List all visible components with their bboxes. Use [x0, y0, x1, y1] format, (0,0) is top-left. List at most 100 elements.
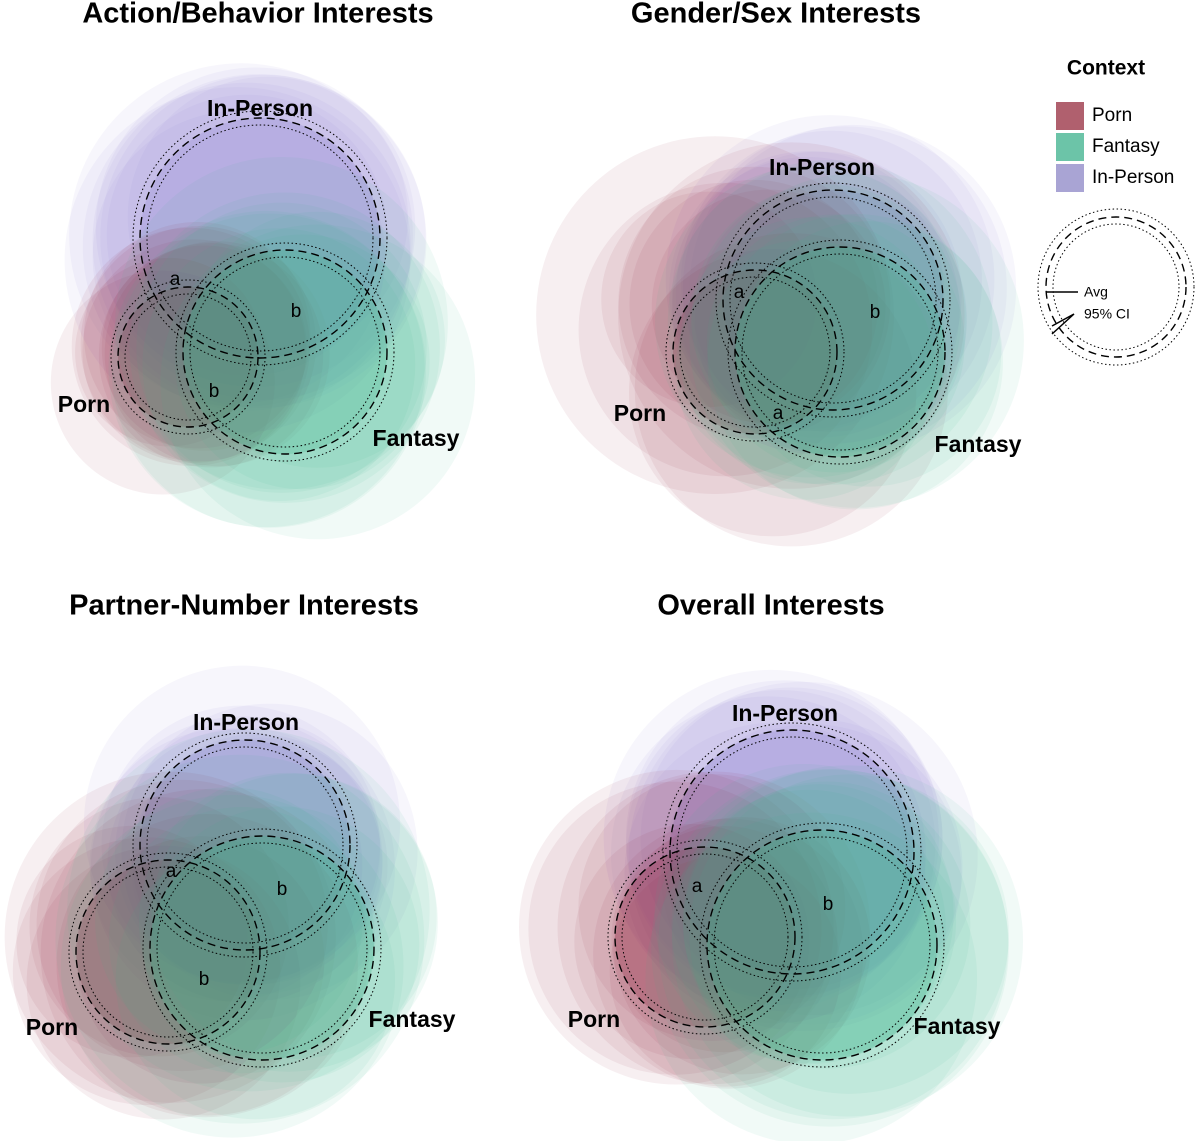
panel-title: Gender/Sex Interests	[631, 0, 921, 30]
cloud-circle	[528, 781, 822, 1075]
cloud-circle	[654, 764, 954, 1064]
cloud-circle	[76, 836, 325, 1084]
core-circle	[707, 830, 937, 1060]
avg-circle	[75, 859, 261, 1045]
ci-circle	[82, 866, 254, 1038]
cloud-circle	[682, 784, 957, 1058]
cloud-circle	[92, 110, 386, 404]
cloud-circle	[672, 156, 945, 429]
context-label: Fantasy	[373, 425, 460, 451]
context-label: Porn	[568, 1006, 620, 1032]
cloud-circle	[16, 825, 248, 1058]
core-circle	[735, 247, 945, 457]
cloud-circle	[601, 191, 817, 408]
group-letter: a	[166, 861, 177, 882]
ci-circle	[175, 242, 395, 462]
avg-circle	[182, 249, 388, 455]
cloud-circle	[682, 126, 1007, 451]
cloud-circle	[98, 243, 324, 468]
cloud-circle	[36, 779, 328, 1072]
legend-ci-circle	[1037, 208, 1195, 366]
group-letter: b	[870, 302, 881, 323]
legend-avg-circle	[1045, 216, 1187, 358]
group-letter: b	[199, 969, 210, 990]
cloud-circle	[694, 182, 967, 455]
cloud-circle	[557, 771, 871, 1084]
legend: Context Porn Fantasy In-Person Avg 95% CI	[1037, 57, 1195, 366]
cloud-circle	[188, 211, 445, 468]
cloud-circle	[82, 239, 306, 463]
cloud-circle	[136, 202, 427, 493]
ci-circle	[715, 182, 951, 418]
cloud-circle	[129, 192, 440, 503]
cloud-circle	[131, 737, 388, 994]
cloud-circle	[618, 166, 891, 439]
legend-ci-label: 95% CI	[1084, 306, 1130, 322]
ci-circle	[156, 842, 368, 1054]
panel-title: Action/Behavior Interests	[82, 0, 433, 30]
cloud-circle	[578, 774, 846, 1041]
cloud-circle	[666, 718, 963, 1016]
cloud-circle	[106, 94, 388, 376]
cloud-circle	[83, 221, 311, 449]
cloud-circle	[40, 789, 369, 1118]
cloud-circle	[143, 806, 420, 1083]
avg-circle	[734, 246, 946, 458]
cloud-circle	[55, 754, 425, 1124]
ci-circle	[132, 732, 358, 958]
cloud-circle	[4, 771, 336, 1103]
cloud-circle	[689, 173, 1024, 508]
context-label: Porn	[614, 400, 666, 426]
ci-circle	[621, 853, 789, 1021]
cloud-circle	[618, 142, 965, 489]
cloud-circle	[138, 772, 438, 1072]
cloud-circle	[655, 166, 967, 478]
ci-circle	[662, 722, 922, 982]
legend-avg-label: Avg	[1084, 284, 1108, 300]
avg-circle	[139, 739, 351, 951]
ci-circle	[676, 736, 908, 968]
core-circle	[140, 740, 350, 950]
ci-circle	[142, 828, 382, 1068]
cloud-circle	[675, 240, 936, 500]
cloud-circle	[624, 722, 926, 1024]
cloud-circle	[634, 233, 948, 547]
cloud-circle	[609, 855, 841, 1087]
legend-pointer	[1051, 313, 1075, 335]
legend-label: Porn	[1092, 105, 1132, 126]
ci-circle	[679, 276, 831, 428]
cloud-circle	[69, 63, 413, 408]
avg-circle	[117, 286, 259, 428]
cloud-circle	[536, 136, 894, 494]
cloud-circle	[115, 720, 381, 986]
cloud-circle	[665, 115, 995, 444]
cloud-circle	[675, 151, 962, 438]
panel-title: Partner-Number Interests	[69, 590, 419, 622]
ci-circle	[189, 256, 381, 448]
ci-circle	[146, 746, 344, 944]
ci-circle	[699, 822, 945, 1068]
core-circle	[670, 730, 914, 974]
cloud-circle	[71, 227, 310, 466]
cloud-circle	[683, 781, 971, 1069]
panel: Overall Interests In-Person Porn Fantasy a b	[519, 590, 1024, 1145]
cloud-circle	[603, 669, 939, 1006]
cloud-circle	[689, 124, 1017, 452]
avg-circle	[672, 269, 838, 435]
avg-circle	[722, 189, 944, 411]
group-letter: b	[823, 894, 834, 915]
cloud-circle	[689, 774, 1009, 1094]
context-label: In-Person	[732, 700, 838, 726]
cloud-circle	[132, 733, 383, 985]
cloud-circle	[121, 703, 418, 1000]
cloud-circle	[679, 217, 946, 484]
cloud-circle	[661, 724, 962, 1025]
cloud-circle	[735, 221, 1002, 487]
cloud-circle	[64, 87, 411, 433]
cloud-circle	[671, 789, 946, 1065]
cloud-circle	[56, 813, 358, 1116]
cloud-circle	[671, 765, 1024, 1117]
cloud-circle	[108, 210, 425, 528]
ci-circle	[68, 852, 268, 1052]
cloud-circle	[593, 818, 864, 1089]
